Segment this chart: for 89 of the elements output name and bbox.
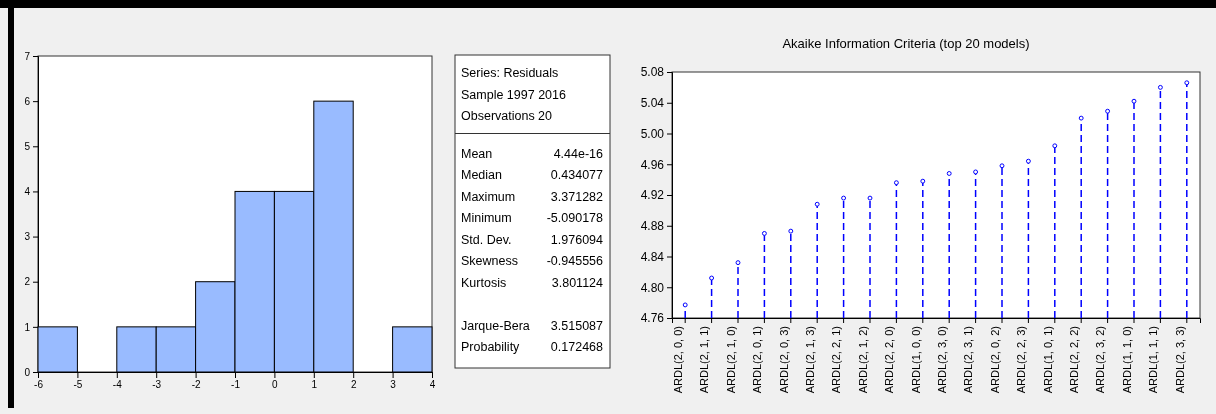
x-tick-label: ARDL(2, 3, 1)	[962, 326, 975, 394]
x-tick-label: ARDL(2, 3, 0)	[935, 326, 948, 394]
x-tick-label: -6	[34, 379, 44, 391]
point	[893, 180, 899, 186]
x-tick-label: ARDL(2, 0, 3)	[777, 326, 790, 394]
x-tick-label: ARDL(2, 1, 1)	[698, 326, 711, 394]
x-tick-label: ARDL(1, 1, 1)	[1147, 326, 1160, 394]
point	[814, 201, 820, 207]
x-tick-label: 3	[390, 379, 397, 391]
x-tick-label: ARDL(2, 1, 2)	[856, 326, 869, 394]
y-tick-label: 4.88	[640, 219, 665, 234]
y-tick-label: 4.76	[640, 311, 665, 326]
point	[920, 178, 926, 184]
text: 1.976094	[550, 232, 603, 247]
point	[973, 169, 979, 175]
text: 3.515087	[550, 318, 603, 333]
y-tick-label: 7	[24, 50, 31, 62]
point	[709, 275, 715, 281]
y-tick-label: 3	[24, 231, 31, 243]
point	[999, 163, 1005, 169]
point	[1025, 158, 1031, 164]
y-tick-label: 6	[24, 95, 31, 107]
text: -5.090178	[546, 211, 603, 225]
x-tick-label: -3	[152, 379, 162, 391]
point	[682, 302, 688, 308]
x-tick-label: -1	[231, 379, 241, 391]
x-tick-label: 2	[350, 379, 357, 391]
category-label: Jarque-Bera	[461, 318, 530, 333]
y-tick-label: 4.96	[640, 157, 665, 172]
point	[761, 230, 767, 236]
category-label: Minimum	[461, 211, 512, 225]
text: -0.945556	[546, 254, 603, 268]
x-tick-label: ARDL(2, 0, 2)	[988, 326, 1001, 394]
x-tick-label: 0	[272, 379, 279, 391]
point	[841, 195, 847, 201]
category-label: Median	[461, 168, 503, 182]
y-tick-label: 4	[24, 186, 31, 198]
x-tick-label: ARDL(2, 2, 0)	[883, 326, 896, 394]
y-tick-label: 5.04	[640, 96, 665, 111]
y-tick-label: 5.00	[640, 126, 665, 141]
x-tick-label: ARDL(1, 1, 0)	[1120, 326, 1133, 394]
y-tick-label: 4.84	[640, 249, 665, 264]
text: Series: Residuals	[461, 66, 559, 80]
point	[1052, 143, 1058, 149]
category-label: Skewness	[461, 254, 518, 268]
category-label: Std. Dev.	[461, 232, 512, 247]
point	[788, 228, 794, 234]
y-tick-label: 5.08	[640, 65, 665, 80]
text: 3.371282	[550, 189, 603, 204]
text: 3.801124	[551, 275, 603, 290]
x-tick-label: ARDL(2, 2, 2)	[1067, 326, 1080, 394]
text: Sample 1997 2016	[461, 87, 566, 102]
x-tick-label: ARDL(2, 2, 1)	[830, 326, 843, 394]
category-label: Probability	[461, 340, 521, 354]
x-tick-label: ARDL(2, 3, 3)	[1173, 326, 1186, 394]
x-tick-label: ARDL(2, 0, 0)	[671, 326, 684, 394]
point	[735, 260, 741, 266]
x-tick-label: 1	[311, 379, 318, 391]
point	[1131, 98, 1137, 104]
y-tick-label: 4.80	[640, 280, 665, 295]
point	[1105, 108, 1111, 114]
x-tick-label: 4	[429, 379, 436, 391]
point	[1078, 115, 1084, 121]
x-tick-label: -4	[112, 379, 123, 391]
x-tick-label: ARDL(1, 0, 0)	[909, 326, 922, 394]
chart-title: Akaike Information Criteria (top 20 models)	[782, 36, 1030, 51]
x-tick-label: ARDL(2, 0, 1)	[751, 326, 764, 394]
x-tick-label: ARDL(2, 3, 2)	[1094, 326, 1107, 394]
x-tick-label: -5	[73, 379, 83, 391]
y-tick-label: 0	[24, 366, 31, 378]
x-tick-label: -2	[191, 379, 201, 391]
y-tick-label: 4.92	[640, 188, 665, 203]
x-tick-label: ARDL(2, 1, 0)	[724, 326, 737, 394]
point	[1157, 84, 1163, 90]
category-label: Mean	[461, 146, 493, 161]
point	[1184, 80, 1190, 86]
text: 4.44e-16	[553, 146, 603, 161]
text: 0.434077	[550, 168, 603, 182]
y-tick-label: 2	[24, 276, 31, 288]
x-tick-label: ARDL(1, 0, 1)	[1041, 326, 1054, 394]
y-tick-label: 5	[24, 140, 31, 152]
text: 0.172468	[550, 340, 603, 354]
point	[867, 195, 873, 201]
category-label: Kurtosis	[461, 275, 507, 290]
category-label: Maximum	[461, 189, 516, 204]
point	[946, 171, 952, 176]
x-tick-label: ARDL(2, 2, 3)	[1015, 326, 1028, 394]
x-tick-label: ARDL(2, 1, 3)	[803, 326, 816, 394]
text: Observations 20	[461, 109, 553, 123]
